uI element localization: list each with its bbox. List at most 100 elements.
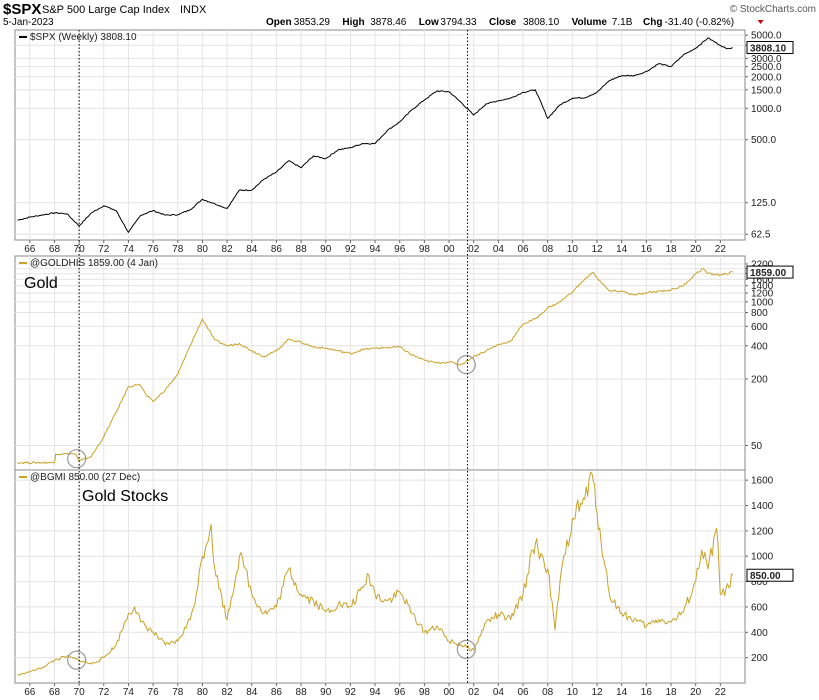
- x-tick-label: 98: [419, 244, 431, 255]
- panel-frame: [14, 255, 746, 471]
- x-tick-label: 18: [665, 687, 677, 698]
- x-tick-label: 84: [246, 244, 258, 255]
- y-tick-label: 1200: [751, 526, 774, 537]
- x-tick-label: 70: [74, 687, 86, 698]
- x-tick-label: 82: [222, 687, 234, 698]
- y-tick-label: 600: [751, 322, 768, 333]
- legend-label: @GOLDHIS 1859.00 (4 Jan): [30, 258, 158, 269]
- x-tick-label: 96: [394, 687, 406, 698]
- y-tick-label: 62.5: [751, 230, 771, 241]
- panel-title: Gold Stocks: [82, 488, 168, 505]
- spx-panel: 5000.04000.03000.02500.02000.01500.01000…: [14, 29, 794, 241]
- index-name: S&P 500 Large Cap Index: [42, 4, 170, 16]
- x-tick-label: 72: [98, 244, 110, 255]
- legend-label: @BGMI 850.00 (27 Dec): [30, 472, 140, 483]
- x-tick-label: 84: [246, 687, 258, 698]
- x-tick-label: 90: [320, 244, 332, 255]
- panel-title: Gold: [24, 275, 58, 292]
- y-tick-label: 1600: [751, 275, 774, 286]
- last-value-label: 1859.00: [750, 268, 787, 279]
- y-tick-label: 2500.0: [751, 62, 782, 73]
- y-tick-label: 1000: [751, 297, 774, 308]
- ohlc-value: 3853.29: [294, 17, 331, 28]
- x-tick-label: 10: [567, 687, 579, 698]
- x-tick-label: 72: [98, 687, 110, 698]
- ohlc-value: 3794.33: [440, 17, 477, 28]
- x-tick-label: 76: [148, 244, 160, 255]
- last-value-label: 850.00: [750, 571, 781, 582]
- highlight-circle: [456, 639, 476, 660]
- gold-panel: 2200200018001600140012001000800600400200…: [14, 255, 794, 471]
- x-axis-bottom: 66 68 70 72 74 76 78 80 82 84 86 88 90 92 94 96 98 00 02 04…: [24, 683, 726, 698]
- y-tick-label: 800: [751, 577, 768, 588]
- panel-frame: [14, 469, 746, 684]
- date-label: 5-Jan-2023: [3, 17, 54, 28]
- y-tick-label: 1000.0: [751, 104, 782, 115]
- x-tick-label: 90: [320, 687, 332, 698]
- x-tick-label: 04: [493, 244, 505, 255]
- x-tick-label: 02: [468, 687, 480, 698]
- x-tick-label: 88: [296, 244, 308, 255]
- x-tick-label: 10: [567, 244, 579, 255]
- y-tick-label: 1000: [751, 552, 774, 563]
- ohlc-readout: Open 3853.29 High 3878.46 Low 3794.33 Close 380…: [266, 17, 764, 28]
- x-tick-label: 66: [24, 244, 36, 255]
- x-tick-label: 92: [345, 244, 357, 255]
- y-tick-label: 2000.0: [751, 72, 782, 83]
- x-tick-label: 00: [443, 244, 455, 255]
- x-tick-label: 78: [172, 244, 184, 255]
- x-axis-top: 66 68 70 72 74 76 78 80 82 84 86 88 90 92 94 96 98 00 02 04…: [24, 240, 726, 255]
- watermark: © StockCharts.com: [730, 4, 816, 15]
- y-tick-label: 400: [751, 341, 768, 352]
- x-tick-label: 82: [222, 244, 234, 255]
- x-tick-label: 22: [715, 244, 727, 255]
- x-tick-label: 88: [296, 687, 308, 698]
- x-tick-label: 00: [443, 687, 455, 698]
- y-tick-label: 5000.0: [751, 31, 782, 42]
- last-value-badge: [746, 568, 794, 582]
- ohlc-value: 3878.46: [370, 17, 407, 28]
- ohlc-value: 7.1B: [612, 17, 633, 28]
- symbol-label: $SPX: [3, 1, 41, 18]
- x-tick-label: 02: [468, 244, 480, 255]
- x-tick-label: 94: [370, 244, 382, 255]
- x-tick-label: 80: [197, 687, 209, 698]
- series-line: [17, 37, 733, 233]
- x-tick-label: 22: [715, 687, 727, 698]
- x-tick-label: 18: [665, 244, 677, 255]
- highlight-circle: [456, 355, 476, 375]
- x-tick-label: 86: [271, 687, 283, 698]
- x-tick-label: 06: [517, 244, 529, 255]
- ohlc-label: Open: [266, 17, 292, 28]
- series-line: [17, 268, 733, 465]
- x-tick-label: 68: [49, 244, 61, 255]
- ohlc-value: -31.40 (-0.82%): [665, 17, 734, 28]
- y-tick-label: 400: [751, 628, 768, 639]
- highlight-circle: [67, 650, 87, 670]
- x-tick-label: 80: [197, 244, 209, 255]
- series-line: [17, 471, 734, 676]
- x-tick-label: 16: [641, 687, 653, 698]
- last-value-badge: [746, 265, 794, 279]
- x-tick-label: 12: [591, 687, 603, 698]
- y-tick-label: 50: [751, 441, 763, 452]
- x-tick-label: 14: [616, 687, 628, 698]
- y-tick-label: 1500.0: [751, 85, 782, 96]
- vertical-markers: [78, 30, 469, 683]
- ohlc-label: Low: [419, 17, 439, 28]
- last-value-label: 3808.10: [750, 44, 787, 55]
- y-tick-label: 1400: [751, 281, 774, 292]
- down-arrow-icon: [757, 20, 764, 24]
- y-tick-label: 1400: [751, 501, 774, 512]
- y-tick-label: 3000.0: [751, 54, 782, 65]
- x-tick-label: 98: [419, 687, 431, 698]
- gold-stocks-panel: 1600 1400 1200 1000 800 600 400 200 @BGMI 850.00…: [14, 469, 794, 684]
- legend-label: $SPX (Weekly) 3808.10: [30, 32, 137, 43]
- x-tick-label: 20: [690, 687, 702, 698]
- ohlc-label: Volume: [572, 17, 608, 28]
- ohlc-label: Chg: [643, 17, 662, 28]
- last-value-badge: [746, 41, 794, 55]
- y-tick-label: 200: [751, 375, 768, 386]
- x-tick-label: 92: [345, 687, 357, 698]
